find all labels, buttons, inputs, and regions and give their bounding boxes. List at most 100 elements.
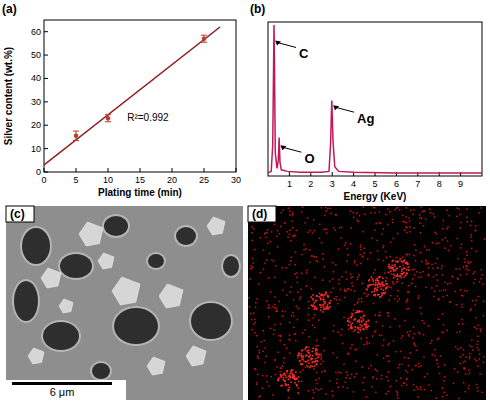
map-dot	[347, 320, 349, 322]
pore-rim	[112, 306, 160, 346]
map-dot	[285, 281, 287, 283]
map-dot	[250, 265, 252, 267]
map-dot	[423, 271, 425, 273]
map-dot	[360, 317, 362, 319]
map-dot	[408, 365, 410, 367]
map-dot	[302, 349, 304, 351]
map-dot	[459, 363, 461, 365]
map-dot	[309, 356, 311, 358]
map-dot	[455, 304, 457, 306]
map-dot	[419, 272, 421, 274]
map-dot	[299, 360, 301, 362]
map-dot	[255, 369, 257, 371]
map-dot	[430, 342, 432, 344]
map-dot	[437, 258, 439, 260]
map-dot	[296, 384, 298, 386]
map-dot	[359, 324, 361, 326]
map-dot	[354, 262, 356, 264]
map-dot	[333, 271, 335, 273]
letter-box	[6, 206, 34, 222]
map-dot	[290, 371, 292, 373]
map-dot	[292, 212, 294, 214]
map-dot	[325, 292, 327, 294]
map-dot	[290, 381, 292, 383]
map-dot	[306, 270, 308, 272]
map-dot	[379, 312, 381, 314]
map-dot	[375, 321, 377, 323]
map-dot	[440, 355, 442, 357]
map-dot	[466, 255, 468, 257]
map-dot	[371, 284, 373, 286]
map-dot	[251, 232, 253, 234]
map-dot	[259, 352, 261, 354]
map-dot	[458, 398, 460, 400]
error-bar	[105, 115, 111, 122]
map-dot	[454, 291, 456, 293]
map-dot	[403, 382, 405, 384]
map-dot	[406, 222, 408, 224]
map-dot	[406, 227, 408, 229]
map-dot	[442, 313, 444, 315]
map-dot	[292, 312, 294, 314]
map-dot	[315, 379, 317, 381]
map-dot	[438, 298, 440, 300]
map-dot	[346, 279, 348, 281]
map-dot	[321, 294, 323, 296]
map-dot	[406, 308, 408, 310]
map-dot	[362, 256, 364, 258]
map-dot	[368, 368, 370, 370]
error-cap	[201, 35, 207, 36]
map-dot	[384, 272, 386, 274]
annotation-arrow	[335, 107, 354, 112]
map-dot	[363, 329, 365, 331]
map-dot	[438, 299, 440, 301]
map-dot	[378, 277, 380, 279]
map-dot	[362, 255, 364, 257]
map-dot	[399, 326, 401, 328]
y-tick-label: 60	[31, 27, 41, 37]
map-dot	[320, 363, 322, 365]
map-dot	[329, 208, 331, 210]
map-dot	[418, 295, 420, 297]
map-dot	[305, 248, 307, 250]
map-dot	[288, 389, 290, 391]
map-dot	[388, 391, 390, 393]
map-dot	[289, 322, 291, 324]
x-tick	[108, 168, 109, 172]
map-dot	[470, 236, 472, 238]
map-dot	[385, 292, 387, 294]
map-dot	[366, 324, 368, 326]
map-dot	[359, 311, 361, 313]
map-dot	[420, 389, 422, 391]
map-dot	[317, 356, 319, 358]
map-dot	[432, 354, 434, 356]
map-dot	[355, 360, 357, 362]
map-dot	[428, 275, 430, 277]
flake	[159, 284, 183, 308]
map-dot	[448, 250, 450, 252]
map-dot	[269, 253, 271, 255]
map-dot	[308, 352, 310, 354]
map-dot	[266, 375, 268, 377]
map-dot	[364, 214, 366, 216]
map-dot	[397, 260, 399, 262]
map-dot	[289, 291, 291, 293]
map-dot	[304, 222, 306, 224]
map-dot	[309, 249, 311, 251]
map-dot	[297, 392, 299, 394]
map-dot	[297, 388, 299, 390]
map-dot	[315, 388, 317, 390]
map-dot	[375, 288, 377, 290]
map-dot	[297, 282, 299, 284]
sem-image: (c)6 μm	[6, 206, 243, 400]
map-dot	[314, 361, 316, 363]
map-dot	[441, 265, 443, 267]
map-dot	[385, 393, 387, 395]
map-dot	[461, 306, 463, 308]
map-dot	[460, 347, 462, 349]
map-dot	[377, 250, 379, 252]
map-dot	[474, 279, 476, 281]
y-tick	[44, 55, 48, 56]
map-dot	[316, 256, 318, 258]
map-dot	[316, 308, 318, 310]
